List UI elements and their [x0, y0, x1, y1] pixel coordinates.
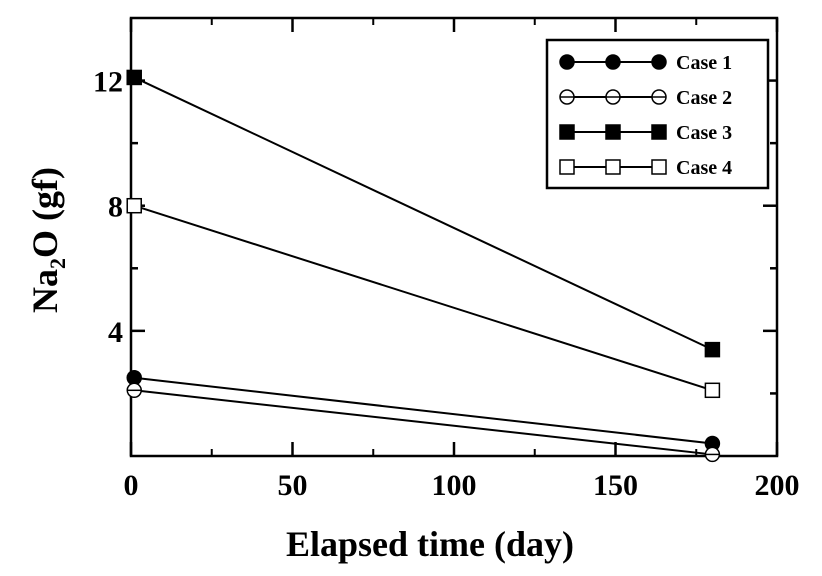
legend-marker [559, 89, 575, 105]
legend-marker [605, 124, 621, 140]
x-axis-title: Elapsed time (day) [286, 524, 574, 564]
legend-marker [559, 124, 575, 140]
legend-marker [651, 89, 667, 105]
series-4 [126, 197, 721, 399]
y-axis-title: Na2O (gf) [25, 167, 70, 313]
legend-marker [651, 159, 667, 175]
legend-marker [605, 159, 621, 175]
x-tick-label: 50 [278, 469, 308, 502]
legend-label: Case 3 [676, 122, 732, 144]
series-layer [126, 69, 721, 463]
legend-marker [651, 124, 667, 140]
series-line [134, 389, 713, 456]
data-point [704, 446, 721, 463]
x-tick-label: 0 [124, 469, 139, 502]
legend-marker [605, 89, 621, 105]
legend-marker-shape [605, 54, 621, 70]
series-2 [126, 382, 721, 463]
series-line [134, 376, 713, 445]
y-axis-title-rest: O (gf) [25, 167, 65, 258]
legend: Case 1 Case 2 Case 3 Case 4 [545, 38, 770, 190]
y-tick-label: 4 [108, 316, 123, 349]
x-tick-label: 200 [755, 469, 800, 502]
data-point [126, 69, 142, 86]
y-tick-label: 8 [108, 191, 123, 224]
series-3 [126, 69, 721, 358]
data-point [704, 341, 721, 358]
legend-label: Case 2 [676, 87, 732, 109]
legend-marker-shape [651, 54, 667, 70]
legend-marker [559, 159, 575, 175]
legend-marker [605, 54, 621, 70]
legend-label: Case 1 [676, 52, 732, 74]
y-axis-title-main: Na [25, 269, 65, 313]
x-axis: 0 50 100 150 200 [124, 18, 800, 502]
series-line [133, 204, 713, 392]
y-axis-title-subscript: 2 [45, 258, 70, 269]
legend-label: Case 4 [676, 157, 732, 179]
data-point [126, 382, 142, 399]
legend-marker [559, 54, 575, 70]
x-tick-label: 100 [432, 469, 477, 502]
y-tick-label: 12 [93, 66, 123, 99]
data-point [704, 382, 721, 399]
data-point [126, 197, 142, 214]
legend-marker [651, 54, 667, 70]
series-line [133, 76, 713, 351]
legend-marker-shape [559, 54, 575, 70]
x-tick-label: 150 [593, 469, 638, 502]
series-1 [126, 370, 721, 452]
